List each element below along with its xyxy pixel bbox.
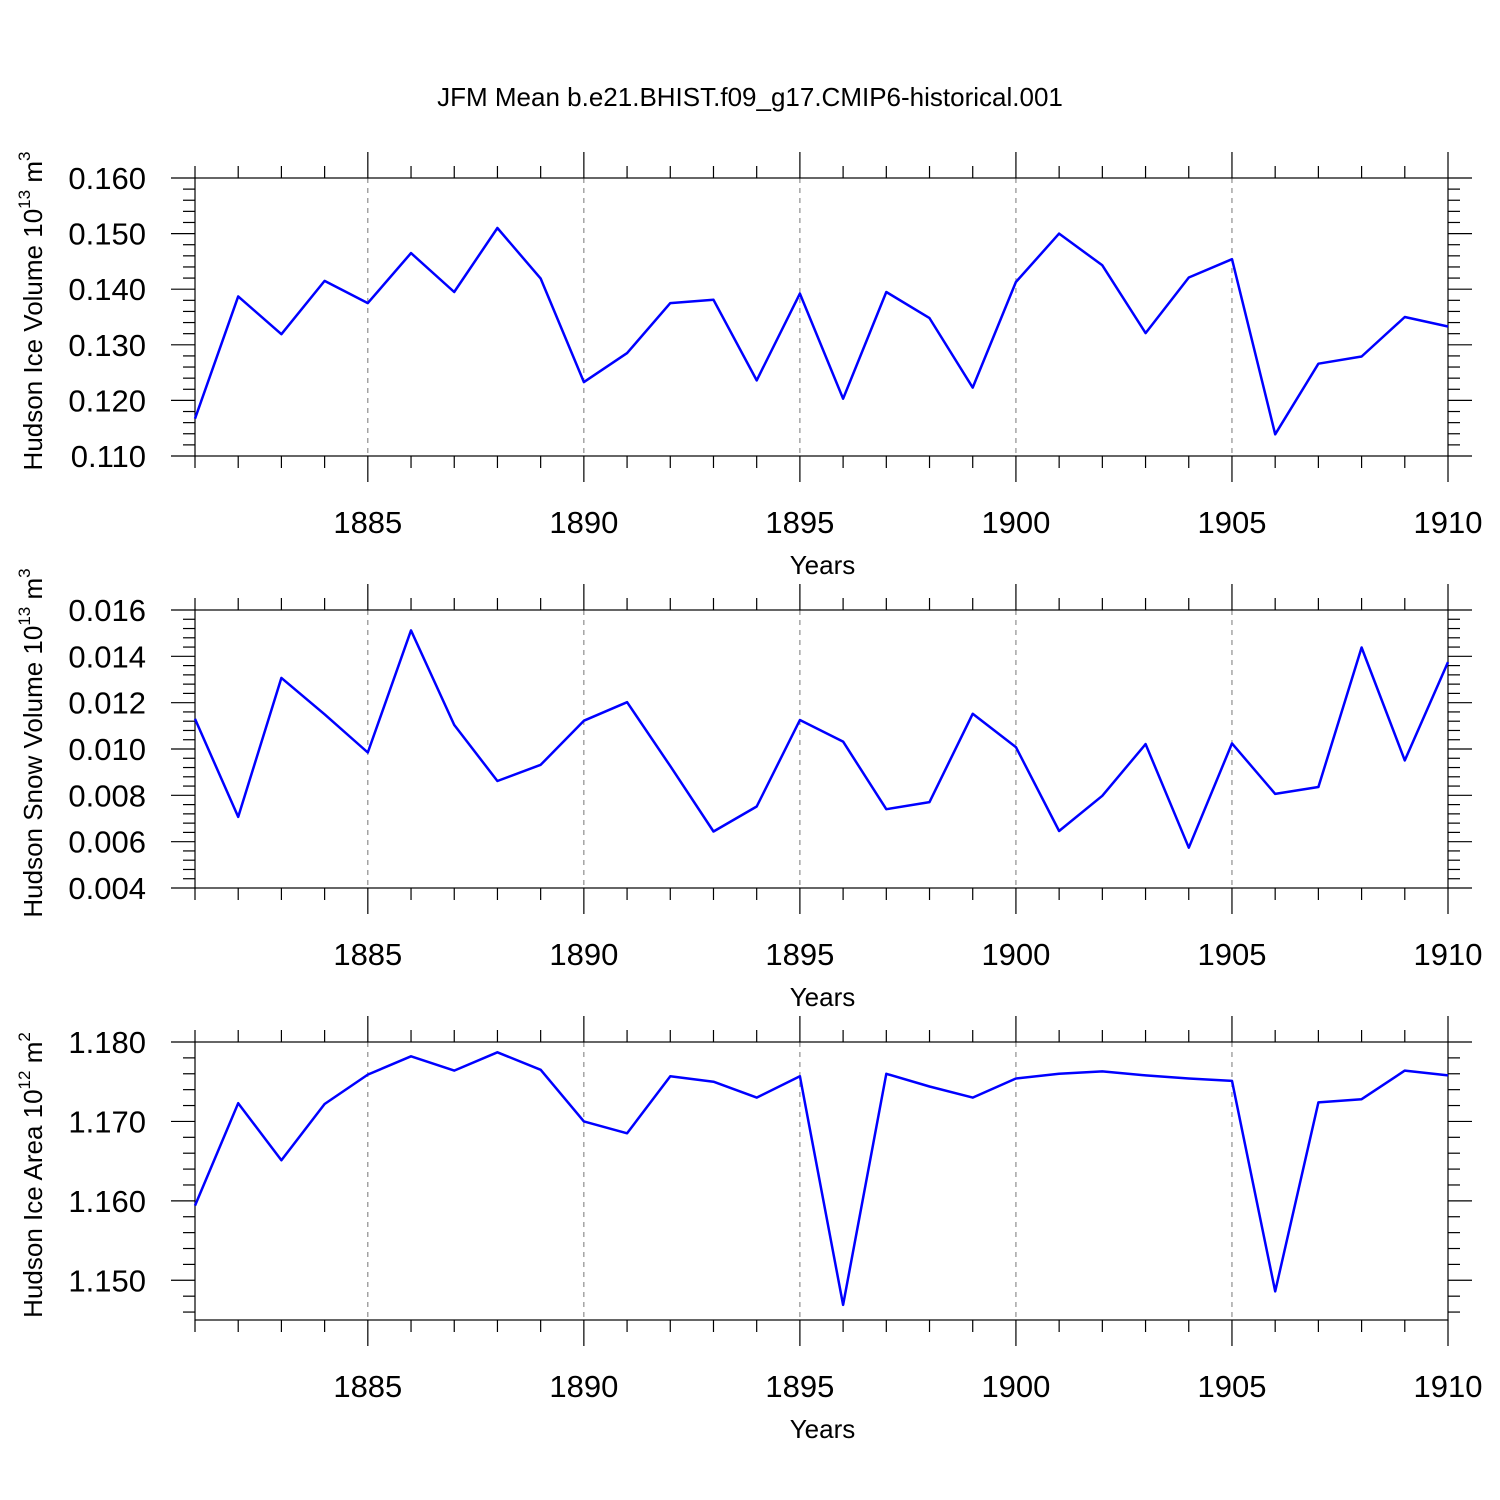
series-line bbox=[193, 1051, 1449, 1307]
y-tick-label: 1.180 bbox=[68, 1025, 146, 1060]
x-tick-label: 1890 bbox=[549, 937, 618, 972]
x-tick-label: 1910 bbox=[1414, 1369, 1483, 1404]
y-axis-label: Hudson Ice Area 1012 m2 bbox=[15, 1032, 48, 1318]
x-axis-label: Years bbox=[790, 1414, 856, 1444]
x-tick-label: 1900 bbox=[981, 937, 1050, 972]
y-axis-label: Hudson Snow Volume 1013 m3 bbox=[15, 568, 48, 917]
x-tick-label: 1905 bbox=[1197, 937, 1266, 972]
y-tick-label: 0.130 bbox=[68, 328, 146, 363]
y-tick-label: 0.120 bbox=[68, 383, 146, 418]
y-tick-label: 1.170 bbox=[68, 1104, 146, 1139]
series-line bbox=[193, 629, 1450, 849]
x-tick-label: 1910 bbox=[1414, 937, 1483, 972]
y-axis-label-unit: m bbox=[18, 1042, 48, 1071]
x-tick-label: 1900 bbox=[981, 505, 1050, 540]
x-tick-label: 1905 bbox=[1197, 505, 1266, 540]
x-tick-label: 1895 bbox=[765, 937, 834, 972]
x-axis-label: Years bbox=[790, 550, 856, 580]
plot-frame bbox=[194, 1041, 1449, 1321]
x-tick-label: 1890 bbox=[549, 505, 618, 540]
plot-frame bbox=[194, 177, 1449, 457]
x-tick-label: 1895 bbox=[765, 505, 834, 540]
y-axis-label-text: Hudson Ice Area 10 bbox=[18, 1089, 48, 1317]
y-tick-label: 0.150 bbox=[68, 217, 146, 252]
y-tick-label: 1.150 bbox=[68, 1263, 146, 1298]
y-axis-label-text: Hudson Snow Volume 10 bbox=[18, 626, 48, 918]
y-tick-label: 0.004 bbox=[68, 871, 146, 906]
y-tick-label: 0.014 bbox=[68, 639, 146, 674]
y-tick-label: 1.160 bbox=[68, 1184, 146, 1219]
series-line bbox=[193, 226, 1449, 436]
figure-title: JFM Mean b.e21.BHIST.f09_g17.CMIP6-histo… bbox=[437, 82, 1063, 112]
y-axis-label-text: Hudson Ice Volume 10 bbox=[18, 209, 48, 471]
x-tick-label: 1905 bbox=[1197, 1369, 1266, 1404]
x-tick-label: 1895 bbox=[765, 1369, 834, 1404]
y-axis-label-unit: m bbox=[18, 578, 48, 607]
panels: 0.110 0.120 0.130 0.140 0.150 0.160 1885 1890 18… bbox=[15, 152, 1482, 1444]
y-axis-label-unit-exponent: 3 bbox=[15, 152, 34, 161]
x-tick-label: 1890 bbox=[549, 1369, 618, 1404]
y-axis-label-exponent: 13 bbox=[15, 190, 34, 209]
y-tick-label: 0.010 bbox=[68, 732, 146, 767]
chart-panel-3: 1.150 1.160 1.170 1.180 1885 1890 1895 1900 1905… bbox=[15, 1016, 1482, 1444]
y-tick-label: 0.012 bbox=[68, 686, 146, 721]
x-tick-label: 1885 bbox=[333, 1369, 402, 1404]
x-tick-label: 1900 bbox=[981, 1369, 1050, 1404]
y-axis-label-unit-exponent: 3 bbox=[15, 568, 34, 577]
y-tick-label: 0.110 bbox=[71, 439, 146, 474]
y-tick-label: 0.160 bbox=[68, 161, 146, 196]
chart-panel-2: 0.004 0.006 0.008 0.010 0.012 0.014 0.016 1885 1… bbox=[15, 568, 1482, 1012]
y-axis-label-unit: m bbox=[18, 161, 48, 190]
x-tick-label: 1910 bbox=[1414, 505, 1483, 540]
y-tick-label: 0.016 bbox=[68, 593, 146, 628]
y-tick-label: 0.006 bbox=[68, 825, 146, 860]
plot-frame bbox=[194, 609, 1449, 889]
x-axis-label: Years bbox=[790, 982, 856, 1012]
chart-panel-1: 0.110 0.120 0.130 0.140 0.150 0.160 1885 1890 18… bbox=[15, 152, 1482, 580]
y-tick-label: 0.008 bbox=[68, 778, 146, 813]
y-tick-label: 0.140 bbox=[68, 272, 146, 307]
x-tick-label: 1885 bbox=[333, 937, 402, 972]
y-axis-label-exponent: 13 bbox=[15, 607, 34, 626]
x-tick-label: 1885 bbox=[333, 505, 402, 540]
y-axis-label: Hudson Ice Volume 1013 m3 bbox=[15, 152, 48, 471]
y-axis-label-exponent: 12 bbox=[15, 1071, 34, 1090]
y-axis-label-unit-exponent: 2 bbox=[15, 1032, 34, 1041]
